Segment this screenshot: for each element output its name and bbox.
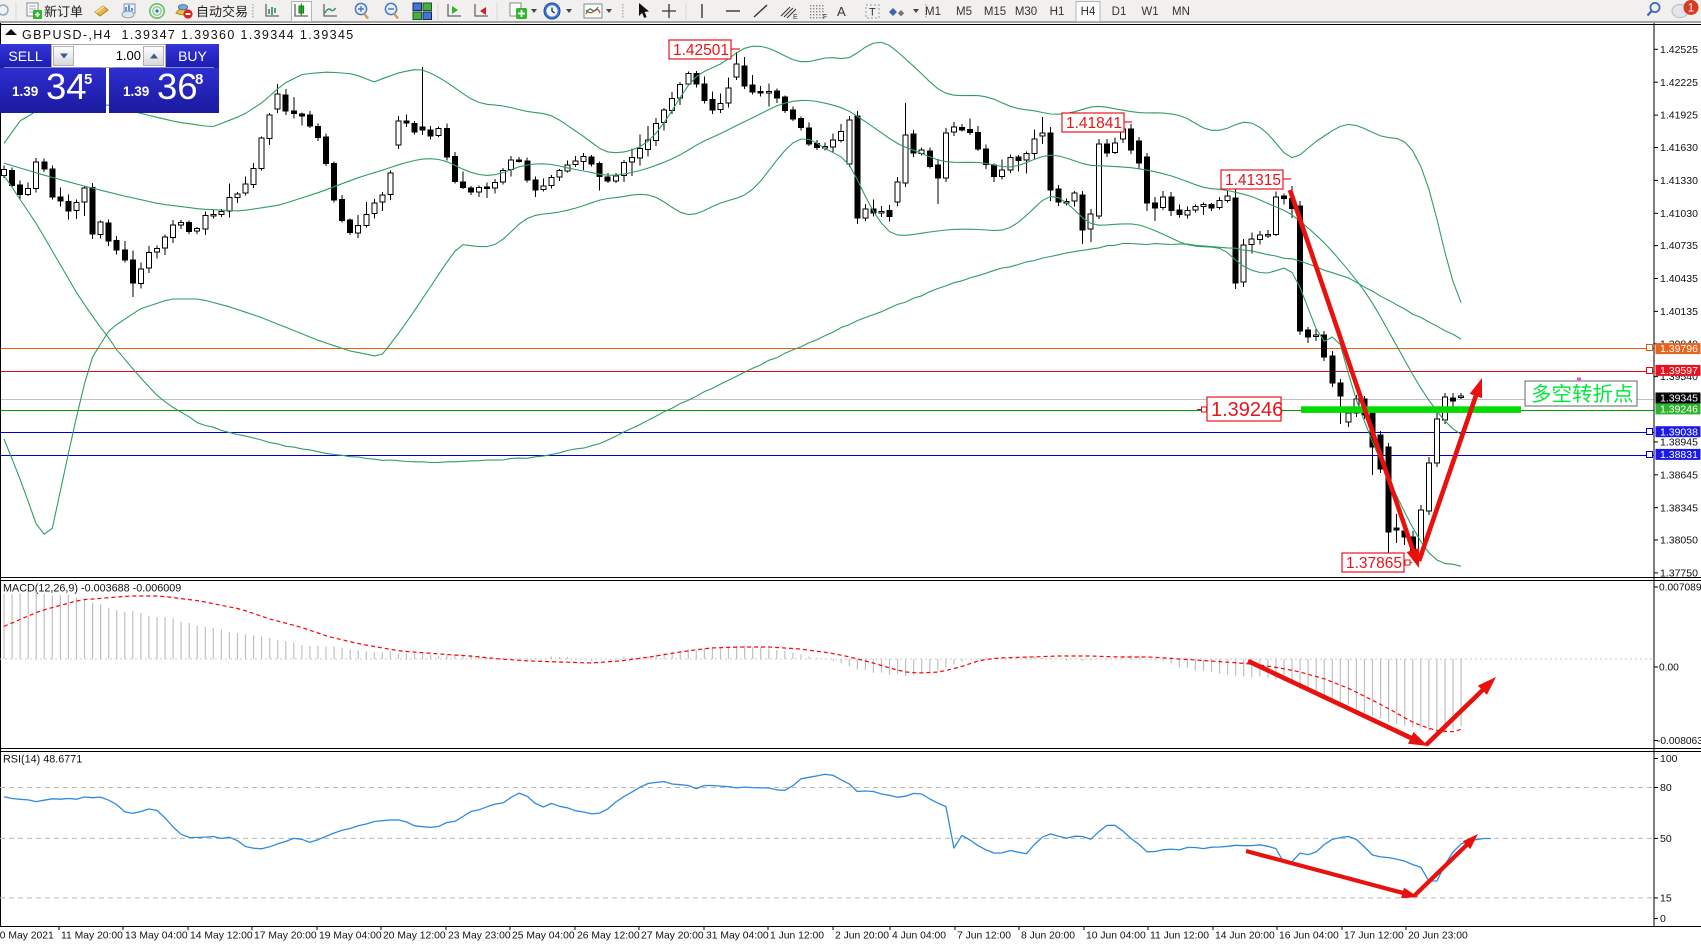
svg-text:M5: M5 — [956, 6, 972, 18]
svg-text:MN: MN — [1172, 6, 1190, 18]
svg-text:1.37865: 1.37865 — [1346, 555, 1402, 572]
svg-text:23 May 23:00: 23 May 23:00 — [448, 931, 511, 942]
svg-text:E: E — [793, 14, 798, 21]
svg-text:25 May 04:00: 25 May 04:00 — [512, 931, 575, 942]
svg-text:1.38050: 1.38050 — [1660, 535, 1698, 547]
svg-text:8 Jun 20:00: 8 Jun 20:00 — [1021, 931, 1075, 942]
svg-text:1 Jun 12:00: 1 Jun 12:00 — [770, 931, 824, 942]
svg-text:T: T — [869, 7, 876, 19]
svg-text:A: A — [837, 4, 846, 19]
svg-text:15: 15 — [1660, 893, 1672, 905]
svg-text:17 Jun 12:00: 17 Jun 12:00 — [1344, 931, 1404, 942]
svg-text:1.39796: 1.39796 — [1660, 343, 1698, 355]
svg-text:11 May 20:00: 11 May 20:00 — [61, 931, 123, 942]
svg-text:0.007089: 0.007089 — [1659, 583, 1701, 594]
svg-text:1.41030: 1.41030 — [1660, 208, 1698, 220]
svg-text:26 May 12:00: 26 May 12:00 — [577, 931, 640, 942]
svg-text:14 May 12:00: 14 May 12:00 — [190, 931, 253, 942]
svg-text:W1: W1 — [1141, 6, 1158, 18]
svg-text:1.37750: 1.37750 — [1660, 568, 1698, 580]
svg-text:80: 80 — [1660, 782, 1672, 794]
svg-text:19 May 04:00: 19 May 04:00 — [319, 931, 382, 942]
svg-text:1: 1 — [1688, 3, 1694, 15]
svg-text:D1: D1 — [1112, 6, 1127, 18]
svg-text:0.00: 0.00 — [1659, 663, 1679, 674]
svg-text:GBPUSD-,H4 1.39347 1.39360 1.: GBPUSD-,H4 1.39347 1.39360 1.39344 1.393… — [22, 28, 355, 42]
svg-text:RSI(14) 48.6771: RSI(14) 48.6771 — [3, 754, 82, 766]
svg-text:1.41925: 1.41925 — [1660, 110, 1698, 122]
svg-text:17 May 20:00: 17 May 20:00 — [254, 931, 317, 942]
svg-text:1.39038: 1.39038 — [1660, 426, 1698, 438]
svg-text:1.40135: 1.40135 — [1660, 306, 1698, 318]
svg-text:1.38831: 1.38831 — [1660, 449, 1698, 461]
svg-text:1.41630: 1.41630 — [1660, 142, 1698, 154]
svg-text:M1: M1 — [925, 6, 941, 18]
svg-text:1.42501: 1.42501 — [673, 42, 729, 59]
svg-text:H4: H4 — [1081, 6, 1096, 18]
svg-text:M30: M30 — [1015, 6, 1037, 18]
svg-text:-0.008063: -0.008063 — [1657, 736, 1701, 747]
svg-text:20 May 12:00: 20 May 12:00 — [383, 931, 446, 942]
svg-text:F: F — [823, 14, 827, 21]
svg-text:1.39345: 1.39345 — [1660, 393, 1698, 405]
svg-text:1.40735: 1.40735 — [1660, 240, 1698, 252]
svg-text:1.38945: 1.38945 — [1660, 437, 1698, 449]
svg-text:1.41330: 1.41330 — [1660, 175, 1698, 187]
svg-text:27 May 20:00: 27 May 20:00 — [641, 931, 704, 942]
svg-text:100: 100 — [1660, 753, 1678, 765]
svg-text:1.39246: 1.39246 — [1211, 399, 1283, 421]
svg-text:0: 0 — [1660, 913, 1666, 925]
svg-text:1.39597: 1.39597 — [1660, 365, 1698, 377]
svg-text:16 Jun 04:00: 16 Jun 04:00 — [1279, 931, 1339, 942]
svg-text:10 Jun 04:00: 10 Jun 04:00 — [1086, 931, 1146, 942]
svg-text:1.41315: 1.41315 — [1225, 172, 1281, 189]
svg-text:1.38345: 1.38345 — [1660, 502, 1698, 514]
svg-text:1.42225: 1.42225 — [1660, 77, 1698, 89]
svg-text:7 Jun 12:00: 7 Jun 12:00 — [957, 931, 1011, 942]
svg-text:10 May 2021: 10 May 2021 — [0, 931, 54, 942]
svg-text:2 Jun 20:00: 2 Jun 20:00 — [835, 931, 889, 942]
svg-text:31 May 04:00: 31 May 04:00 — [706, 931, 769, 942]
svg-text:1.40435: 1.40435 — [1660, 273, 1698, 285]
svg-text:13 May 04:00: 13 May 04:00 — [125, 931, 188, 942]
svg-text:50: 50 — [1660, 833, 1672, 845]
svg-text:4 Jun 04:00: 4 Jun 04:00 — [892, 931, 946, 942]
svg-text:20 Jun 23:00: 20 Jun 23:00 — [1408, 931, 1468, 942]
svg-text:1.38645: 1.38645 — [1660, 469, 1698, 481]
svg-text:H1: H1 — [1050, 6, 1065, 18]
svg-text:1.42525: 1.42525 — [1660, 44, 1698, 56]
svg-text:11 Jun 12:00: 11 Jun 12:00 — [1150, 931, 1209, 942]
svg-text:1.41841: 1.41841 — [1066, 115, 1122, 132]
svg-text:1.39246: 1.39246 — [1660, 404, 1698, 416]
svg-text:MACD(12,26,9) -0.003688 -0.006: MACD(12,26,9) -0.003688 -0.006009 — [3, 583, 181, 595]
svg-text:14 Jun 20:00: 14 Jun 20:00 — [1215, 931, 1275, 942]
svg-text:M15: M15 — [984, 6, 1006, 18]
